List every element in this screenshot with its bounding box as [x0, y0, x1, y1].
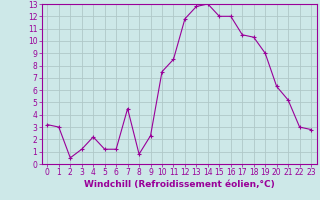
X-axis label: Windchill (Refroidissement éolien,°C): Windchill (Refroidissement éolien,°C): [84, 180, 275, 189]
